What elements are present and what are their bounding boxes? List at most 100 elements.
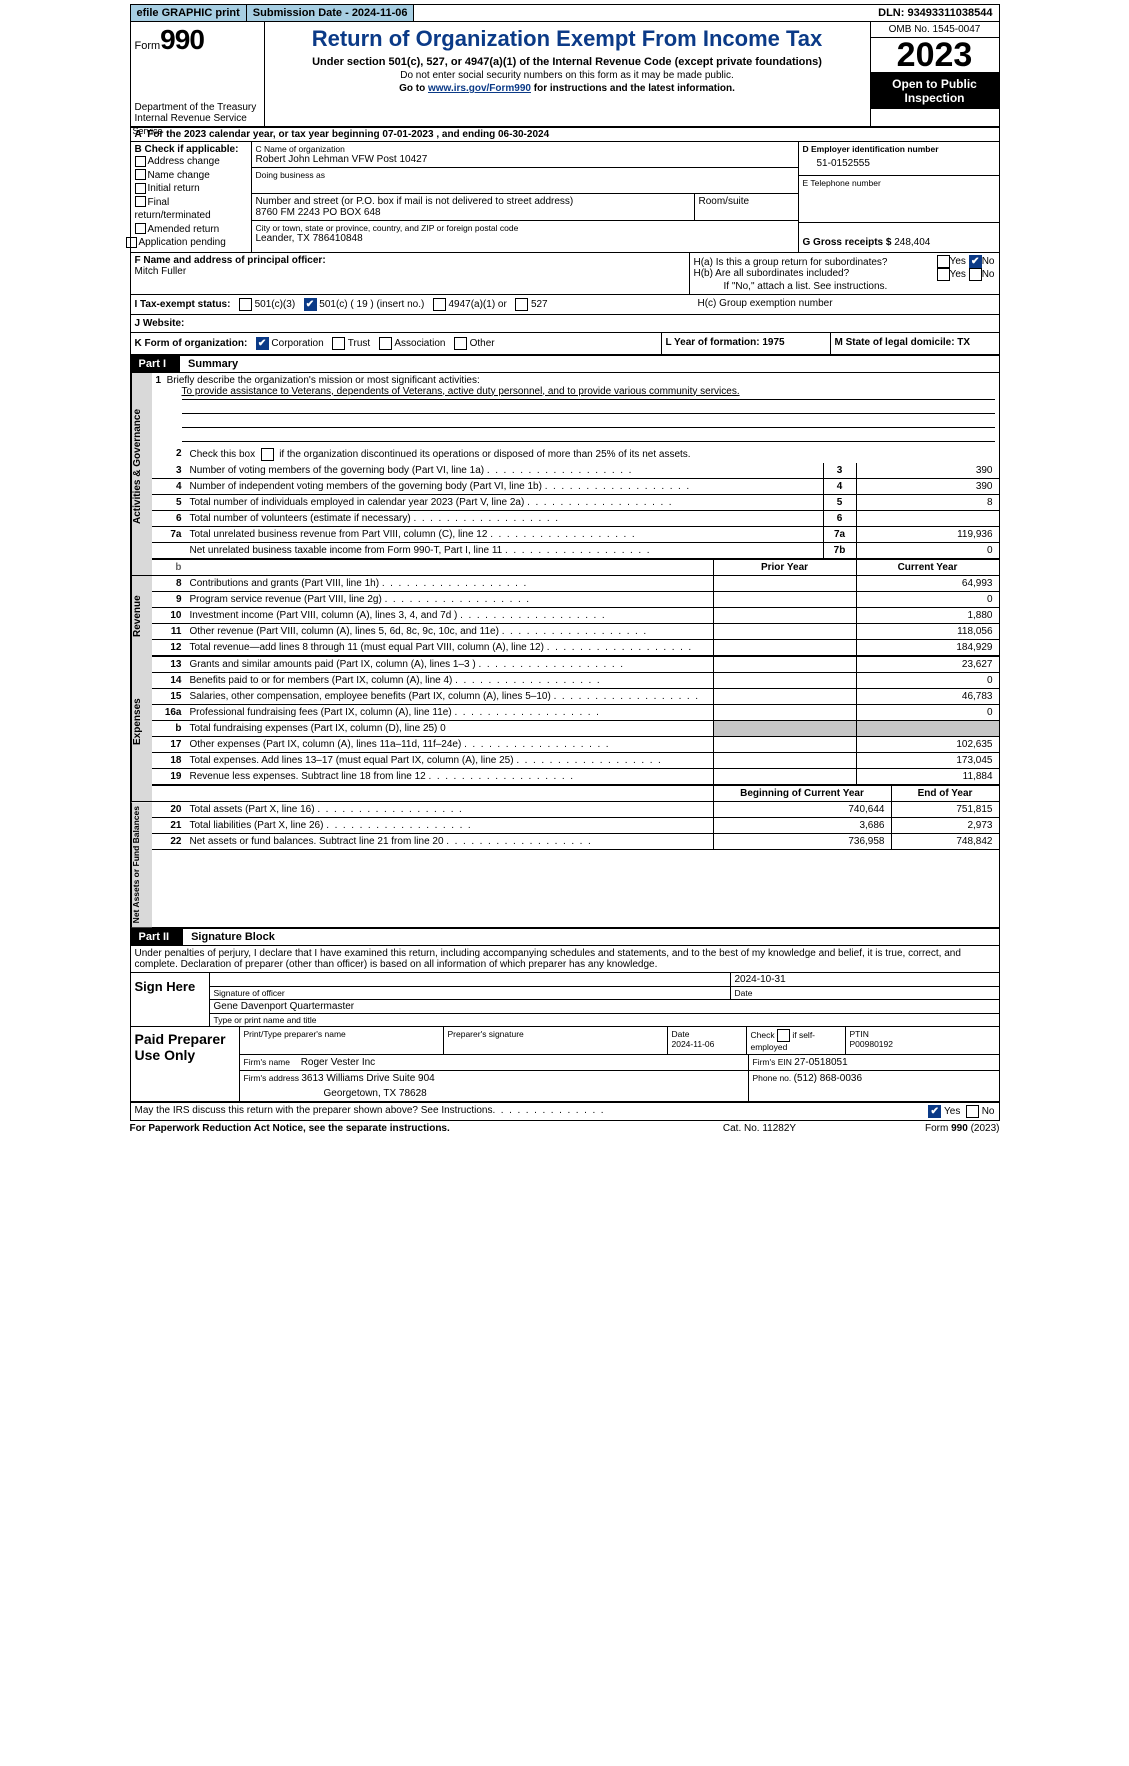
summary-row: 19 Revenue less expenses. Subtract line … — [152, 769, 999, 786]
irs-link[interactable]: www.irs.gov/Form990 — [428, 83, 531, 94]
type-print-label: Type or print name and title — [210, 1014, 999, 1026]
mayirs-no-checkbox[interactable] — [966, 1105, 979, 1118]
sign-here-block: Sign Here 2024-10-31 Signature of office… — [130, 973, 1000, 1027]
summary-row: 7a Total unrelated business revenue from… — [152, 527, 999, 543]
check-501c3[interactable] — [239, 298, 252, 311]
efile-print-button[interactable]: efile GRAPHIC print — [131, 5, 247, 21]
firm-phone: Phone no. (512) 868-0036 — [749, 1071, 999, 1101]
hb-note: If "No," attach a list. See instructions… — [694, 281, 995, 292]
ha-yes-checkbox[interactable] — [937, 255, 950, 268]
check-association[interactable] — [379, 337, 392, 350]
form-subtitle: Under section 501(c), 527, or 4947(a)(1)… — [271, 56, 864, 68]
city-value: Leander, TX 786410848 — [256, 233, 794, 244]
box-b-header: B Check if applicable: — [135, 144, 247, 155]
sign-date: 2024-10-31 — [731, 973, 999, 986]
room-label: Room/suite — [699, 196, 794, 207]
summary-row: 10 Investment income (Part VIII, column … — [152, 608, 999, 624]
begin-year-header: Beginning of Current Year — [713, 786, 891, 801]
paid-preparer-block: Paid Preparer Use Only Print/Type prepar… — [130, 1027, 1000, 1103]
gross-receipts-value: 248,404 — [894, 237, 930, 248]
hb-no-checkbox[interactable] — [969, 268, 982, 281]
ein-label: D Employer identification number — [803, 144, 995, 154]
summary-row: 5 Total number of individuals employed i… — [152, 495, 999, 511]
check-address-change[interactable]: Address change — [135, 155, 247, 169]
ha-label: H(a) Is this a group return for subordin… — [694, 257, 937, 268]
check-self-employed[interactable] — [777, 1029, 790, 1042]
section-revenue: Revenue 8 Contributions and grants (Part… — [130, 576, 1000, 657]
side-revenue-label: Revenue — [131, 576, 152, 657]
year-formation: L Year of formation: 1975 — [661, 333, 830, 354]
check-amended-return[interactable]: Amended return — [135, 223, 247, 237]
prep-date-label: Date2024-11-06 — [668, 1027, 747, 1054]
principal-officer-label: F Name and address of principal officer: — [135, 255, 685, 266]
summary-row: 8 Contributions and grants (Part VIII, l… — [152, 576, 999, 592]
check-name-change[interactable]: Name change — [135, 169, 247, 183]
check-527[interactable] — [515, 298, 528, 311]
tax-exempt-row: I Tax-exempt status: 501(c)(3) ✔ 501(c) … — [130, 295, 1000, 315]
check-discontinued[interactable] — [261, 448, 274, 461]
check-corporation[interactable]: ✔ — [256, 337, 269, 350]
dept-label: Department of the Treasury — [135, 102, 260, 113]
officer-name: Gene Davenport Quartermaster — [210, 1000, 999, 1013]
check-4947a1[interactable] — [433, 298, 446, 311]
website-row: J Website: — [130, 315, 1000, 333]
firm-address: Firm's address 3613 Williams Drive Suite… — [240, 1071, 749, 1101]
irs-label: Internal Revenue Service — [135, 113, 260, 124]
state-domicile: M State of legal domicile: TX — [830, 333, 999, 354]
org-name-label: C Name of organization — [256, 144, 794, 154]
gross-receipts-label: G Gross receipts $ — [803, 237, 895, 248]
page-footer: For Paperwork Reduction Act Notice, see … — [130, 1121, 1000, 1136]
check-other[interactable] — [454, 337, 467, 350]
summary-row: 13 Grants and similar amounts paid (Part… — [152, 657, 999, 673]
section-activities: Activities & Governance 1 Briefly descri… — [130, 373, 1000, 560]
summary-row: Net unrelated business taxable income fr… — [152, 543, 999, 560]
summary-row: 20 Total assets (Part X, line 16) 740,64… — [152, 802, 999, 818]
open-to-public: Open to Public Inspection — [871, 73, 999, 109]
part-ii-header: Part II Signature Block — [130, 929, 1000, 946]
ein-value: 51-0152555 — [803, 154, 995, 173]
dln-label: DLN: 93493311038544 — [872, 5, 998, 21]
line2-desc: Check this box if the organization disco… — [188, 446, 999, 463]
top-bar: efile GRAPHIC print Submission Date - 20… — [130, 4, 1000, 22]
summary-row: b Total fundraising expenses (Part IX, c… — [152, 721, 999, 737]
street-label: Number and street (or P.O. box if mail i… — [256, 196, 690, 207]
sig-officer-label: Signature of officer — [210, 987, 731, 999]
goto-link-line: Go to www.irs.gov/Form990 for instructio… — [271, 83, 864, 94]
summary-row: 18 Total expenses. Add lines 13–17 (must… — [152, 753, 999, 769]
ptin-label: PTINP00980192 — [846, 1027, 999, 1054]
check-application-pending[interactable]: Application pending — [126, 236, 247, 250]
form-of-org-row: K Form of organization: ✔ Corporation Tr… — [130, 333, 1000, 356]
hb-yes-checkbox[interactable] — [937, 268, 950, 281]
tax-year: 2023 — [871, 38, 999, 73]
submission-date: Submission Date - 2024-11-06 — [247, 5, 415, 21]
prior-year-header: Prior Year — [713, 560, 856, 575]
check-initial-return[interactable]: Initial return — [135, 182, 247, 196]
ha-no-checkbox[interactable]: ✔ — [969, 255, 982, 268]
city-label: City or town, state or province, country… — [256, 223, 794, 233]
end-year-header: End of Year — [891, 786, 999, 801]
org-name: Robert John Lehman VFW Post 10427 — [256, 154, 794, 165]
check-501c[interactable]: ✔ — [304, 298, 317, 311]
firm-name: Firm's name Roger Vester Inc — [240, 1055, 749, 1070]
line-a-tax-year: Service A For the 2023 calendar year, or… — [130, 128, 1000, 142]
summary-row: 6 Total number of volunteers (estimate i… — [152, 511, 999, 527]
part-i-header: Part I Summary — [130, 356, 1000, 373]
summary-row: 4 Number of independent voting members o… — [152, 479, 999, 495]
side-activities-label: Activities & Governance — [131, 373, 152, 560]
mayirs-yes-checkbox[interactable]: ✔ — [928, 1105, 941, 1118]
hb-label: H(b) Are all subordinates included? — [694, 268, 937, 281]
form-header: Form990 Department of the Treasury Inter… — [130, 22, 1000, 128]
section-expenses: Expenses 13 Grants and similar amounts p… — [130, 657, 1000, 786]
check-final-return[interactable]: Final return/terminated — [135, 196, 247, 223]
current-year-header: Current Year — [856, 560, 999, 575]
summary-row: 3 Number of voting members of the govern… — [152, 463, 999, 479]
summary-row: 14 Benefits paid to or for members (Part… — [152, 673, 999, 689]
check-trust[interactable] — [332, 337, 345, 350]
summary-row: 12 Total revenue—add lines 8 through 11 … — [152, 640, 999, 657]
summary-row: 15 Salaries, other compensation, employe… — [152, 689, 999, 705]
summary-row: 11 Other revenue (Part VIII, column (A),… — [152, 624, 999, 640]
may-irs-discuss: May the IRS discuss this return with the… — [130, 1103, 1000, 1121]
firm-ein: Firm's EIN 27-0518051 — [749, 1055, 999, 1070]
prep-name-label: Print/Type preparer's name — [240, 1027, 444, 1054]
ssn-notice: Do not enter social security numbers on … — [271, 70, 864, 81]
